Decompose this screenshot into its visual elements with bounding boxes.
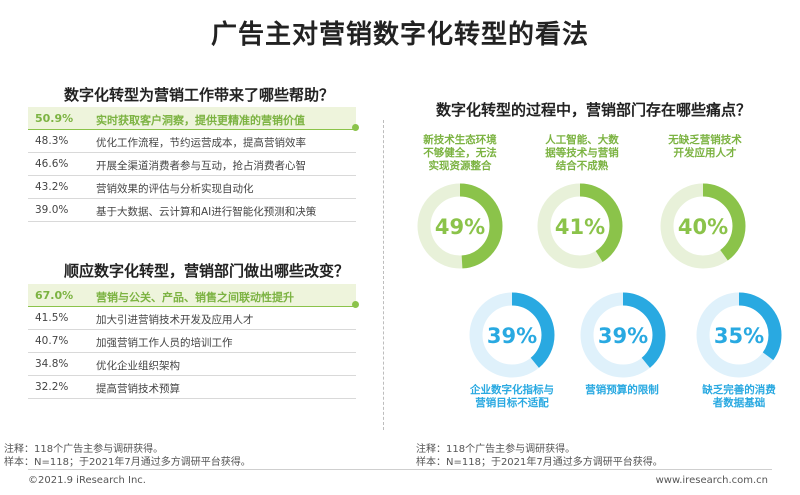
donut-value-arc bbox=[696, 292, 782, 378]
pain-label-2: 人工智能、大数 据等技术与营销 结合不成熟 bbox=[527, 134, 637, 173]
donut-4: 39% bbox=[469, 292, 555, 378]
item-percent: 34.8% bbox=[35, 358, 69, 370]
donut-5: 39% bbox=[580, 292, 666, 378]
list-item: 39.0% 基于大数据、云计算和AI进行智能化预测和决策 bbox=[28, 199, 356, 222]
donut-value-arc bbox=[417, 183, 503, 269]
left-notes: 注释：118个广告主参与调研获得。 样本：N=118；于2021年7月通过多方调… bbox=[4, 443, 251, 469]
item-text: 加大引进营销技术开发及应用人才 bbox=[96, 314, 254, 326]
label-line: 不够健全，无法 bbox=[423, 147, 497, 159]
label-line: 营销预算的限制 bbox=[585, 384, 659, 396]
donut-value-label: 49% bbox=[435, 215, 485, 239]
right-notes: 注释：118个广告主参与调研获得。 样本：N=118；于2021年7月通过多方调… bbox=[416, 443, 663, 469]
list-item: 46.6% 开展全渠道消费者参与互动，抢占消费者心智 bbox=[28, 153, 356, 176]
item-percent: 39.0% bbox=[35, 204, 69, 216]
list-item: 43.2% 营销效果的评估与分析实现自动化 bbox=[28, 176, 356, 199]
pain-label-1: 新技术生态环境 不够健全，无法 实现资源整合 bbox=[405, 134, 515, 173]
highlight-dot bbox=[352, 124, 359, 131]
list-item: 32.2% 提高营销技术预算 bbox=[28, 376, 356, 399]
label-line: 实现资源整合 bbox=[428, 160, 492, 172]
pain-label-5: 营销预算的限制 bbox=[567, 384, 677, 397]
item-text: 营销效果的评估与分析实现自动化 bbox=[96, 183, 254, 195]
item-text: 优化企业组织架构 bbox=[96, 360, 180, 372]
item-text: 优化工作流程，节约运营成本，提高营销效率 bbox=[96, 137, 306, 149]
list-item: 40.7% 加强营销工作人员的培训工作 bbox=[28, 330, 356, 353]
q2-list: 67.0% 营销与公关、产品、销售之间联动性提升 41.5% 加大引进营销技术开发及… bbox=[28, 284, 359, 399]
donut-2: 41% bbox=[537, 183, 623, 269]
item-text: 加强营销工作人员的培训工作 bbox=[96, 337, 233, 349]
item-text: 实时获取客户洞察，提供更精准的营销价值 bbox=[96, 114, 305, 127]
item-text: 基于大数据、云计算和AI进行智能化预测和决策 bbox=[96, 206, 317, 218]
item-percent: 41.5% bbox=[35, 312, 69, 324]
donut-value-label: 39% bbox=[487, 324, 537, 348]
list-item: 50.9% 实时获取客户洞察，提供更精准的营销价值 bbox=[28, 107, 359, 131]
item-percent: 48.3% bbox=[35, 135, 69, 147]
list-item: 34.8% 优化企业组织架构 bbox=[28, 353, 356, 376]
q1-title: 数字化转型为营销工作带来了哪些帮助？ bbox=[64, 86, 335, 104]
page-title: 广告主对营销数字化转型的看法 bbox=[210, 20, 589, 50]
label-line: 企业数字化指标与 bbox=[470, 384, 554, 396]
right-note-1: 注释：118个广告主参与调研获得。 bbox=[416, 444, 576, 455]
item-percent: 32.2% bbox=[35, 381, 69, 393]
list-item: 67.0% 营销与公关、产品、销售之间联动性提升 bbox=[28, 284, 359, 308]
item-percent: 67.0% bbox=[35, 289, 74, 302]
item-text: 营销与公关、产品、销售之间联动性提升 bbox=[96, 291, 294, 304]
item-percent: 50.9% bbox=[35, 112, 74, 125]
item-percent: 40.7% bbox=[35, 335, 69, 347]
footer-rule bbox=[28, 469, 772, 470]
donut-1: 49% bbox=[417, 183, 503, 269]
label-line: 新技术生态环境 bbox=[423, 134, 497, 146]
item-text: 提高营销技术预算 bbox=[96, 383, 180, 395]
label-line: 人工智能、大数 bbox=[545, 134, 619, 146]
q2-title: 顺应数字化转型，营销部门做出哪些改变？ bbox=[64, 262, 350, 280]
column-divider bbox=[383, 120, 384, 430]
label-line: 结合不成熟 bbox=[555, 160, 609, 172]
donut-value-arc bbox=[660, 183, 746, 269]
donut-value-arc bbox=[580, 292, 666, 378]
donut-value-label: 40% bbox=[678, 215, 728, 239]
donut-value-label: 39% bbox=[598, 324, 648, 348]
list-item: 41.5% 加大引进营销技术开发及应用人才 bbox=[28, 307, 356, 330]
pain-label-3: 无缺乏营销技术 开发应用人才 bbox=[650, 134, 760, 160]
list-item: 48.3% 优化工作流程，节约运营成本，提高营销效率 bbox=[28, 130, 356, 153]
right-note-2: 样本：N=118；于2021年7月通过多方调研平台获得。 bbox=[416, 457, 663, 468]
donut-3: 40% bbox=[660, 183, 746, 269]
label-line: 缺乏完善的消费 bbox=[702, 384, 776, 396]
donut-6: 35% bbox=[696, 292, 782, 378]
label-line: 开发应用人才 bbox=[673, 147, 737, 159]
copyright: ©2021.9 iResearch Inc. bbox=[28, 475, 146, 486]
donut-value-arc bbox=[469, 292, 555, 378]
label-line: 据等技术与营销 bbox=[545, 147, 619, 159]
label-line: 者数据基础 bbox=[712, 397, 766, 409]
left-note-1: 注释：118个广告主参与调研获得。 bbox=[4, 444, 164, 455]
q3-title: 数字化转型的过程中，营销部门存在哪些痛点？ bbox=[436, 101, 752, 119]
item-percent: 43.2% bbox=[35, 181, 69, 193]
donut-value-label: 35% bbox=[714, 324, 764, 348]
label-line: 营销目标不适配 bbox=[475, 397, 549, 409]
pain-label-4: 企业数字化指标与 营销目标不适配 bbox=[457, 384, 567, 410]
donut-value-arc bbox=[537, 183, 623, 269]
label-line: 无缺乏营销技术 bbox=[668, 134, 742, 146]
donut-value-label: 41% bbox=[555, 215, 605, 239]
website-link[interactable]: www.iresearch.com.cn bbox=[655, 475, 768, 486]
pain-label-6: 缺乏完善的消费 者数据基础 bbox=[684, 384, 794, 410]
highlight-dot bbox=[352, 301, 359, 308]
left-note-2: 样本：N=118；于2021年7月通过多方调研平台获得。 bbox=[4, 457, 251, 468]
item-text: 开展全渠道消费者参与互动，抢占消费者心智 bbox=[96, 160, 306, 172]
item-percent: 46.6% bbox=[35, 158, 69, 170]
q1-list: 50.9% 实时获取客户洞察，提供更精准的营销价值 48.3% 优化工作流程，节约运… bbox=[28, 107, 359, 222]
